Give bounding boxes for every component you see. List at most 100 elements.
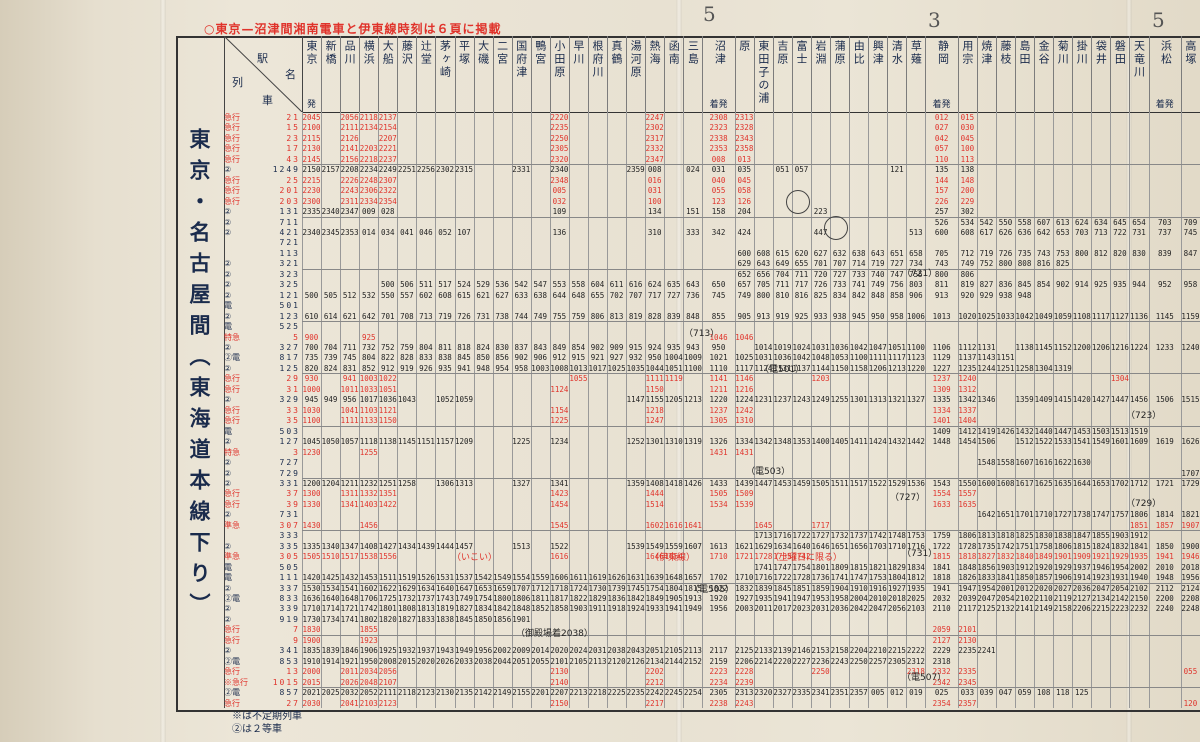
time-cell: 2018 — [1181, 562, 1200, 572]
time-cell — [754, 113, 773, 123]
time-cell: 059 — [1017, 688, 1032, 698]
time-cell: 921 — [590, 353, 605, 363]
time-cell — [1072, 615, 1091, 625]
time-cell: 654 — [1132, 217, 1146, 227]
time-cell: 1539 — [735, 499, 754, 509]
time-cell — [493, 228, 512, 238]
time-cell: 2105 — [569, 656, 588, 666]
time-row: 1505 1510 1517 1538 1556 1616 1646 1654 1710 1721… — [302, 552, 1200, 562]
time-cell — [455, 374, 474, 384]
time-cell: 1815 — [683, 583, 702, 593]
time-row: 2130 2141 2203 2221 2305 2332 2353 2358 057 100 — [302, 144, 1200, 154]
time-cell: 113 — [960, 154, 975, 164]
time-cell: 2113 — [683, 646, 702, 656]
time-cell — [868, 500, 887, 510]
time-cell — [493, 563, 512, 573]
time-cell: 1839 — [321, 646, 340, 656]
time-cell: 1956 — [474, 646, 493, 656]
time-cell: 2102 — [1015, 593, 1034, 603]
time-cell: 052 — [438, 228, 452, 238]
time-cell: 2236 — [811, 656, 830, 666]
column-rule — [664, 112, 666, 708]
time-cell: 1220 — [709, 395, 728, 405]
time-cell: 1459 — [792, 478, 811, 488]
time-cell — [474, 427, 493, 437]
time-cell — [830, 510, 849, 520]
time-cell — [607, 395, 626, 405]
paper-fold — [160, 0, 166, 742]
train-entry: 333 — [224, 531, 302, 541]
station-header: 真鶴 — [607, 36, 628, 112]
train-type: 急行 — [224, 698, 240, 708]
column-rule — [683, 112, 685, 708]
time-cell: 1444 — [435, 541, 455, 551]
station-header: 天竜川 — [1129, 36, 1150, 112]
time-cell — [607, 249, 626, 259]
train-number: 121 — [279, 290, 300, 300]
time-cell: 935 — [1113, 280, 1127, 290]
time-cell: 1838 — [1053, 531, 1072, 541]
time-cell: 226 — [934, 196, 949, 206]
time-cell: 2243 — [830, 656, 849, 666]
time-cell — [664, 489, 683, 499]
train-entry: 急行 33 — [224, 406, 302, 416]
station-name: 静岡 — [936, 40, 950, 66]
time-cell — [588, 123, 607, 133]
time-cell: 500 — [304, 290, 319, 300]
time-cell — [683, 563, 702, 573]
time-cell — [664, 699, 683, 708]
time-cell: 1841 — [996, 573, 1015, 583]
column-rule — [340, 112, 342, 708]
time-cell: 600 — [737, 248, 752, 258]
time-cell: 1635 — [1053, 478, 1072, 488]
time-cell: 342 — [711, 228, 726, 238]
time-cell: 1857 — [1034, 573, 1053, 583]
time-cell: 919 — [775, 311, 790, 321]
time-cell: 902 — [1055, 280, 1070, 290]
time-cell — [512, 458, 531, 468]
time-cell: 615 — [457, 290, 471, 300]
time-cell — [397, 385, 416, 395]
time-cell: 2235 — [958, 646, 977, 656]
time-cell: 643 — [871, 248, 885, 258]
time-cell: 2347 — [645, 154, 664, 164]
time-cell: 2127 — [1072, 593, 1091, 603]
time-cell: 2020 — [416, 656, 435, 666]
train-number: 853 — [279, 656, 300, 666]
time-cell: 1057 — [340, 437, 359, 447]
time-cell — [811, 197, 830, 207]
time-cell — [340, 448, 359, 458]
time-cell — [550, 374, 569, 384]
time-cell: 1431 — [735, 447, 754, 457]
time-cell: 2353 — [340, 228, 359, 238]
time-cell: 703 — [1075, 228, 1089, 238]
column-rule — [925, 112, 927, 708]
time-cell — [735, 218, 754, 228]
time-cell — [321, 280, 340, 290]
time-cell: 749 — [737, 290, 752, 300]
time-cell: 2318 — [932, 656, 951, 666]
time-cell: 1647 — [455, 583, 474, 593]
time-cell — [702, 270, 734, 280]
time-cell: 1549 — [1091, 437, 1110, 447]
time-cell: 1950 — [359, 656, 378, 666]
time-cell: 711 — [342, 343, 357, 353]
time-cell — [493, 144, 512, 154]
time-cell: 1818 — [996, 531, 1015, 541]
time-cell: 1910 — [302, 656, 321, 666]
station-header: 磐田 — [1110, 36, 1131, 112]
time-cell: 126 — [737, 196, 752, 206]
time-cell: 1006 — [906, 311, 925, 321]
time-cell — [378, 238, 397, 248]
time-cell: 935 — [438, 363, 452, 373]
train-entry: ② 131 — [224, 207, 302, 217]
time-cell — [849, 510, 868, 520]
time-cell — [397, 322, 416, 332]
time-cell — [1072, 667, 1091, 677]
time-cell: 1033 — [359, 384, 378, 394]
time-cell — [607, 301, 626, 311]
train-type: 急行 — [224, 113, 240, 122]
train-type: 特急 — [224, 332, 240, 342]
train-number: 39 — [286, 499, 300, 509]
train-entry: 急行 37 — [224, 489, 302, 499]
